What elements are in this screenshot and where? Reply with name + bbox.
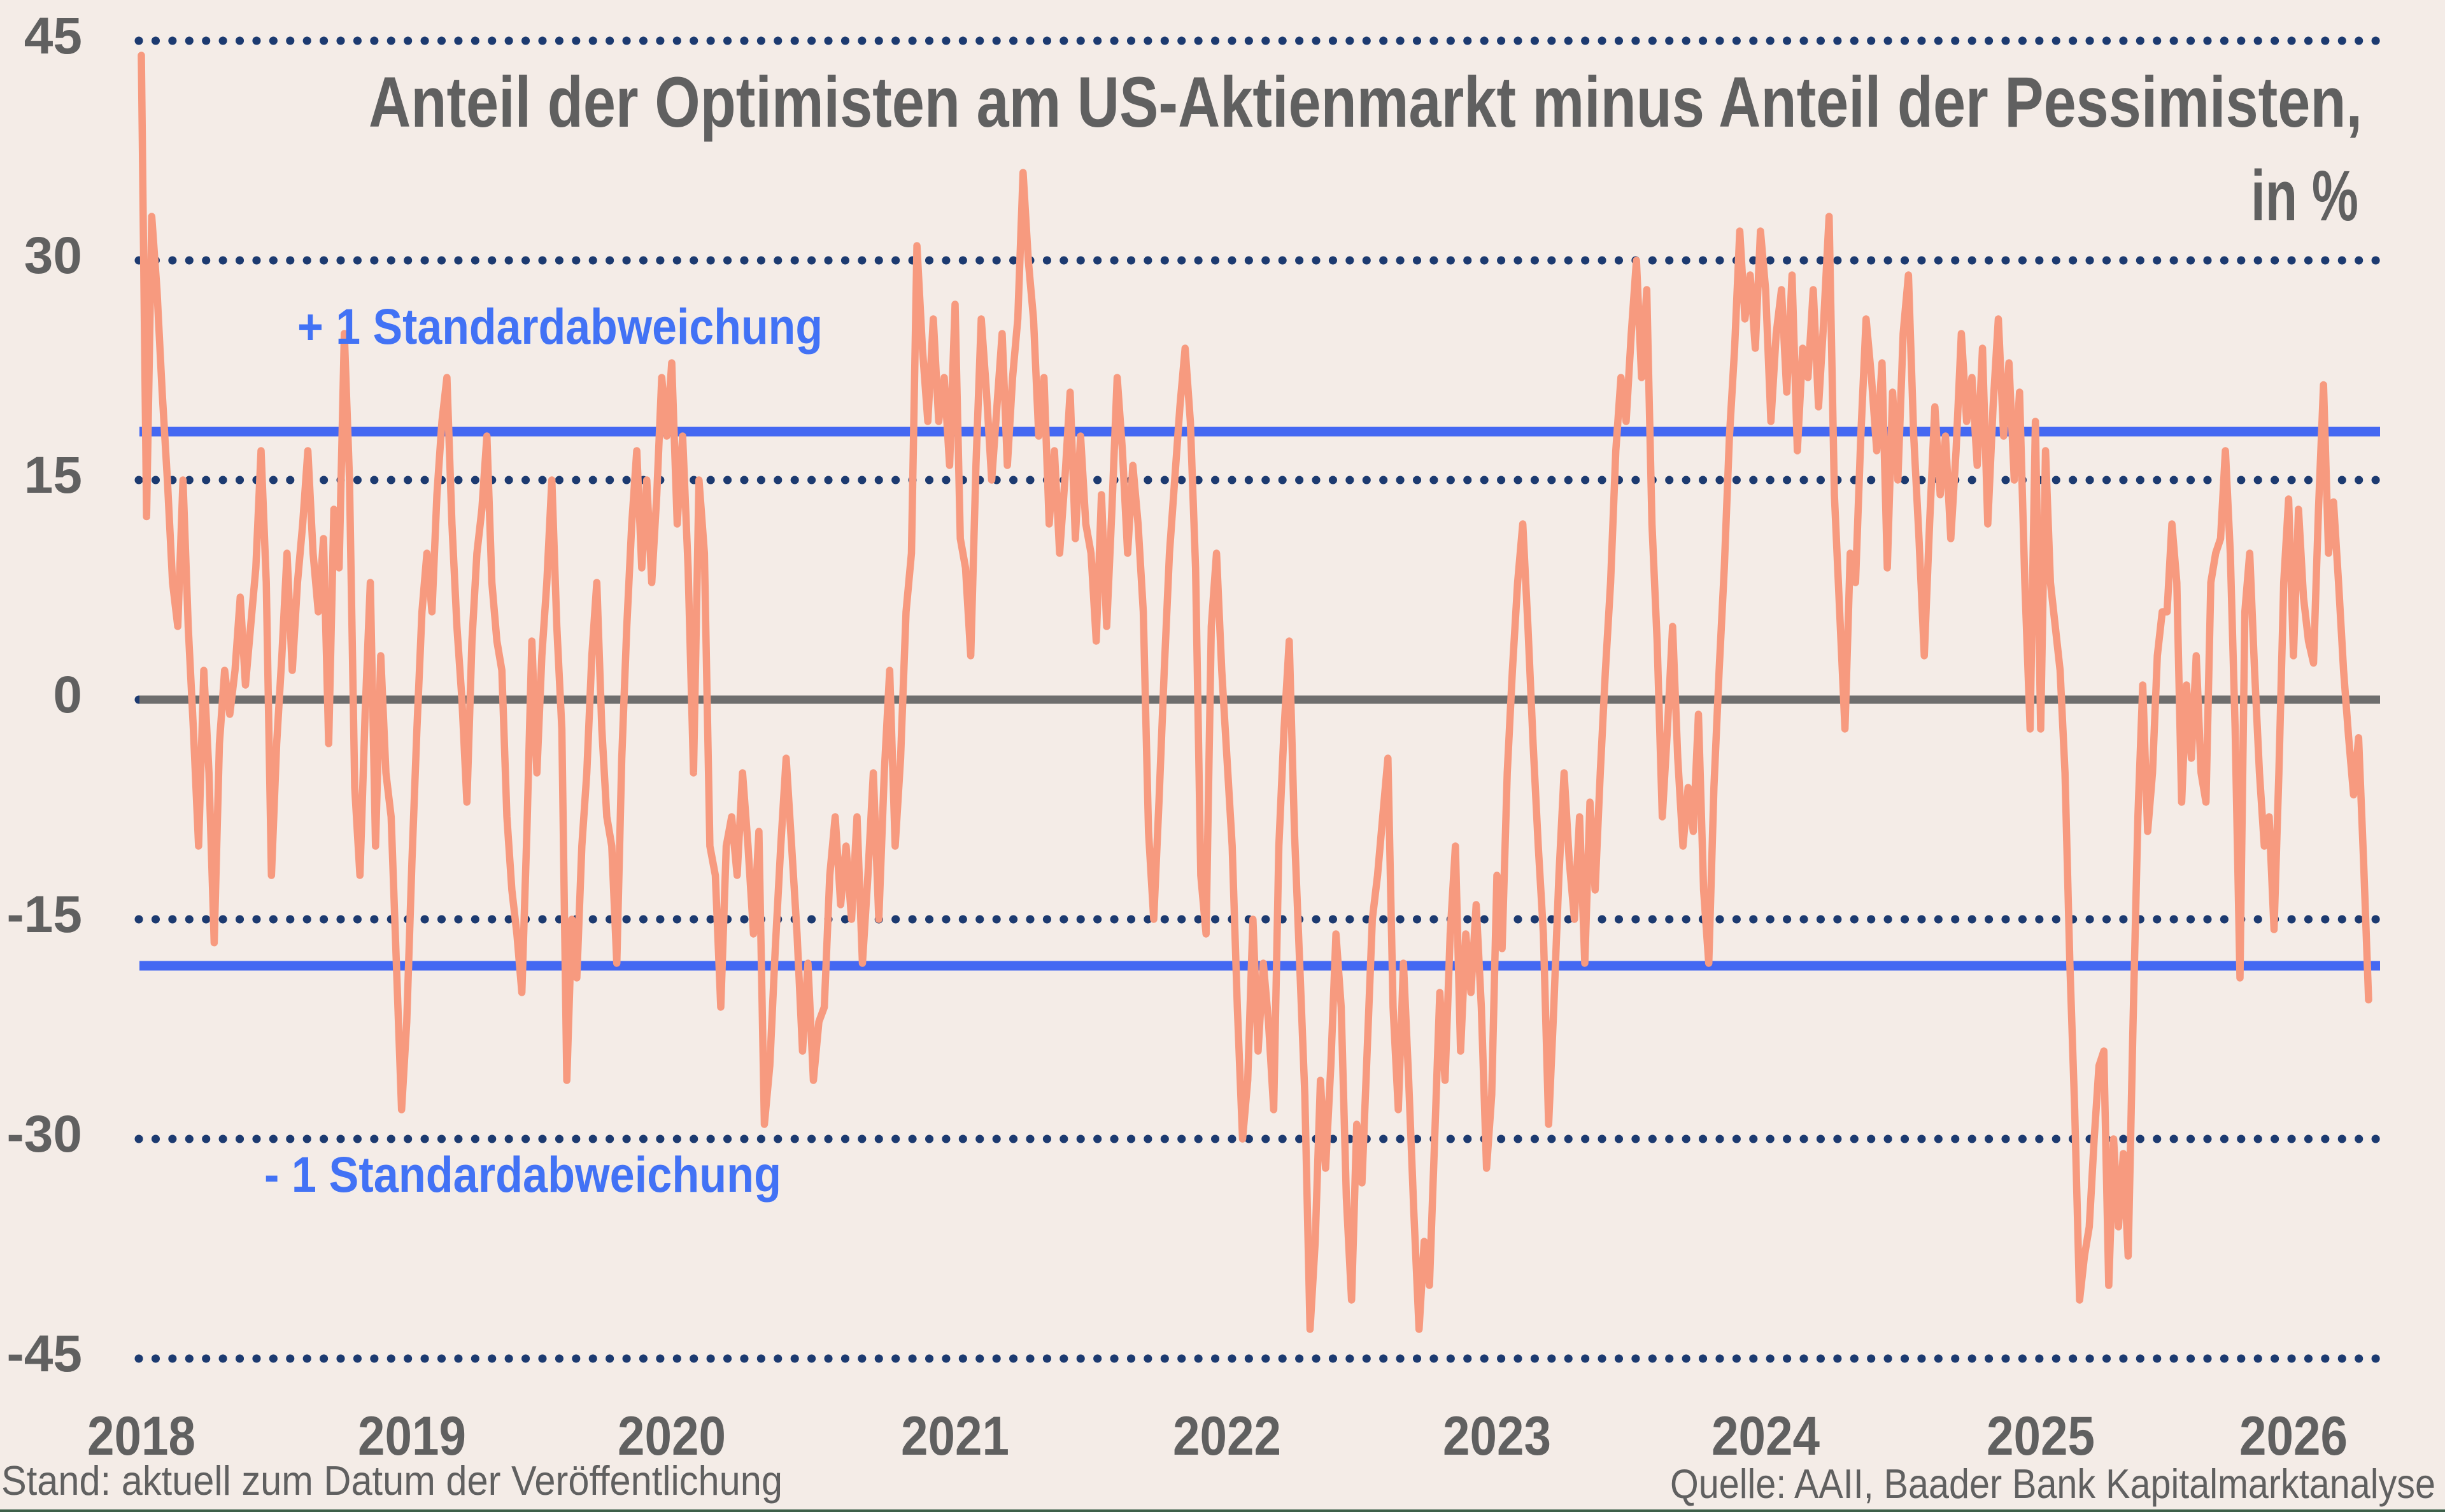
svg-text:15: 15: [24, 446, 82, 504]
svg-text:Anteil der Optimisten am US-Ak: Anteil der Optimisten am US-Aktienmarkt …: [369, 62, 2362, 142]
svg-text:-45: -45: [6, 1325, 82, 1383]
svg-text:+ 1 Standardabweichung: + 1 Standardabweichung: [297, 298, 823, 355]
svg-text:2021: 2021: [901, 1406, 1009, 1467]
svg-text:2022: 2022: [1173, 1406, 1281, 1467]
svg-text:Quelle: AAII, Baader Bank Kapi: Quelle: AAII, Baader Bank Kapitalmarktan…: [1670, 1460, 2435, 1507]
svg-text:2018: 2018: [87, 1406, 195, 1467]
svg-text:2023: 2023: [1443, 1406, 1551, 1467]
svg-text:2019: 2019: [358, 1406, 466, 1467]
svg-text:0: 0: [53, 666, 82, 724]
svg-text:2026: 2026: [2239, 1406, 2348, 1467]
svg-text:in %: in %: [2251, 156, 2358, 236]
svg-text:30: 30: [24, 227, 82, 285]
svg-text:- 1 Standardabweichung: - 1 Standardabweichung: [264, 1146, 781, 1203]
svg-text:2020: 2020: [618, 1406, 726, 1467]
svg-text:-30: -30: [6, 1105, 82, 1163]
svg-text:-15: -15: [6, 886, 82, 943]
svg-text:2025: 2025: [1987, 1406, 2095, 1467]
svg-text:Stand: aktuell zum Datum der V: Stand: aktuell zum Datum der Veröffentli…: [1, 1457, 783, 1504]
svg-text:2024: 2024: [1712, 1406, 1820, 1467]
svg-text:45: 45: [24, 7, 82, 65]
